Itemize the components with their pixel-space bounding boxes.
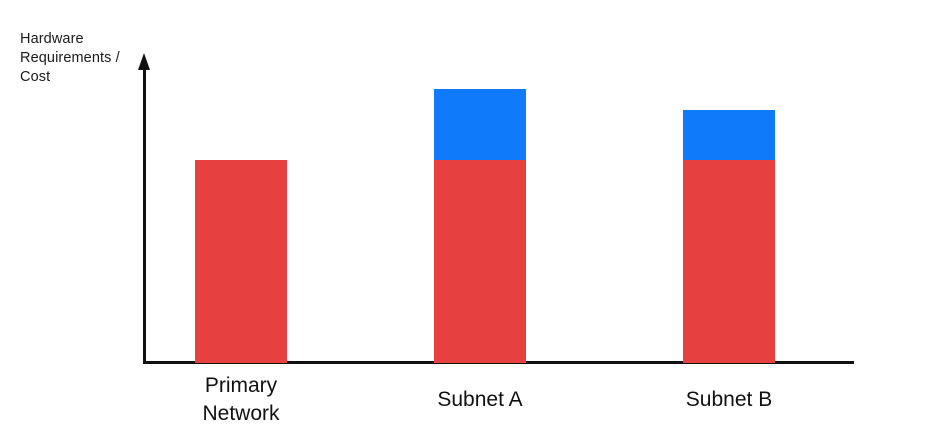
category-label: Subnet A [437,387,523,411]
bar-segment-base-hardware-cost [434,160,526,363]
category-label: Subnet B [685,387,773,411]
category-label: Primary Network [202,373,280,425]
bar-segment-base-hardware-cost [195,160,287,363]
y-axis-arrow-icon [138,53,150,70]
bar-segment-additional-subnet-cost [434,89,526,161]
y-axis-label: Hardware Requirements / Cost [20,31,120,85]
bar-segment-base-hardware-cost [683,160,775,363]
bar-segment-additional-subnet-cost [683,109,775,161]
y-axis-line [143,66,146,364]
